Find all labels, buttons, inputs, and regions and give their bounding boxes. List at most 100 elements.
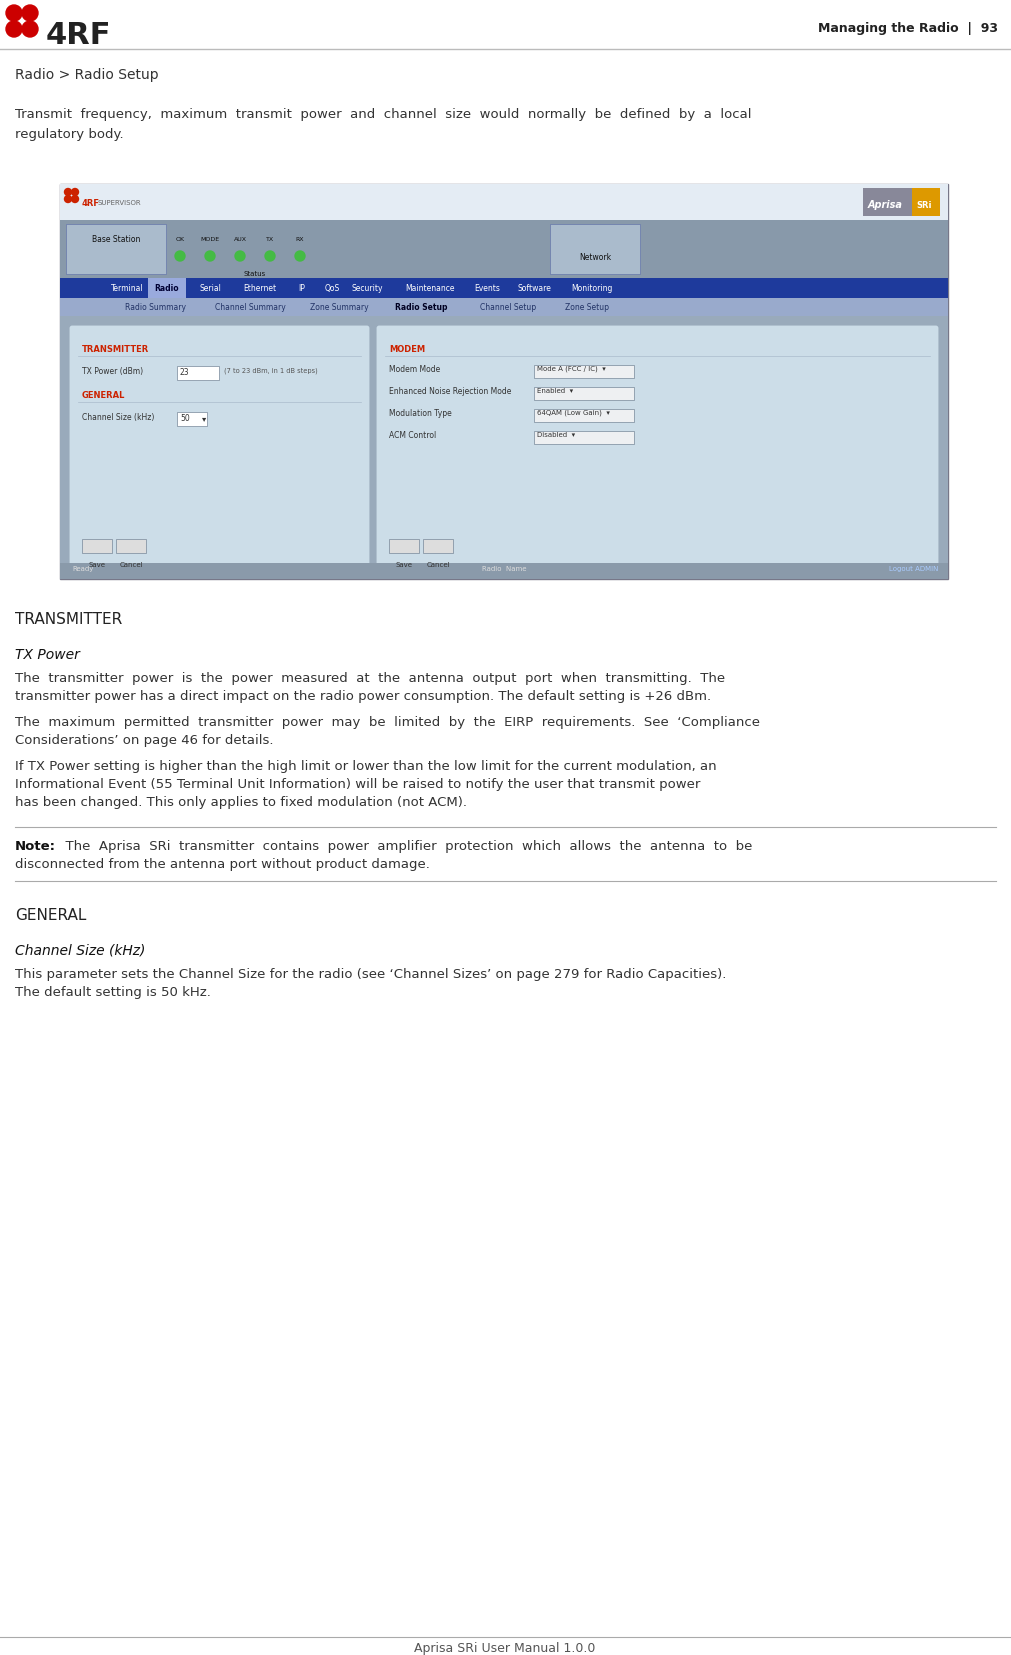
FancyBboxPatch shape: [69, 326, 370, 574]
Text: disconnected from the antenna port without product damage.: disconnected from the antenna port witho…: [15, 857, 430, 871]
Bar: [534, 366, 634, 379]
Bar: [863, 189, 938, 217]
Bar: [60, 564, 948, 579]
Bar: [177, 367, 219, 381]
Circle shape: [295, 252, 305, 261]
Text: Aprisa: Aprisa: [868, 200, 903, 210]
Text: Considerations’ on page 46 for details.: Considerations’ on page 46 for details.: [15, 733, 274, 746]
Text: TX: TX: [266, 237, 274, 242]
Bar: [60, 300, 948, 316]
Text: Enhanced Noise Rejection Mode: Enhanced Noise Rejection Mode: [389, 387, 512, 396]
Text: Channel Setup: Channel Setup: [480, 303, 536, 311]
Text: 4RF: 4RF: [82, 199, 100, 207]
Text: Status: Status: [244, 271, 266, 276]
Circle shape: [6, 22, 22, 38]
Circle shape: [72, 197, 79, 204]
Text: 23: 23: [180, 367, 190, 377]
Text: Network: Network: [579, 253, 611, 261]
Text: Managing the Radio  |  93: Managing the Radio | 93: [818, 22, 998, 35]
Text: OK: OK: [176, 237, 185, 242]
Text: Modem Mode: Modem Mode: [389, 364, 440, 374]
Text: transmitter power has a direct impact on the radio power consumption. The defaul: transmitter power has a direct impact on…: [15, 690, 711, 703]
Text: Serial: Serial: [199, 283, 221, 293]
Text: Terminal: Terminal: [110, 283, 144, 293]
Text: MODE: MODE: [200, 237, 219, 242]
Text: Cancel: Cancel: [119, 561, 143, 568]
Text: IP: IP: [298, 283, 305, 293]
FancyBboxPatch shape: [376, 326, 939, 574]
Bar: [177, 412, 207, 427]
Text: Save: Save: [395, 561, 412, 568]
Bar: [60, 185, 948, 220]
Text: Mode A (FCC / IC)  ▾: Mode A (FCC / IC) ▾: [537, 366, 606, 372]
FancyBboxPatch shape: [66, 225, 166, 275]
Circle shape: [6, 7, 22, 22]
Circle shape: [265, 252, 275, 261]
Circle shape: [175, 252, 185, 261]
Bar: [534, 387, 634, 401]
Bar: [82, 540, 112, 554]
Text: Software: Software: [517, 283, 551, 293]
Text: SUPERVISOR: SUPERVISOR: [98, 200, 142, 205]
Text: TX Power: TX Power: [15, 647, 80, 662]
Circle shape: [235, 252, 245, 261]
Text: TX Power (dBm): TX Power (dBm): [82, 367, 144, 376]
Bar: [534, 432, 634, 445]
Text: MODEM: MODEM: [389, 344, 425, 354]
Text: Base Station: Base Station: [92, 235, 141, 243]
Text: Ethernet: Ethernet: [244, 283, 277, 293]
FancyBboxPatch shape: [550, 225, 640, 275]
Circle shape: [65, 189, 72, 197]
Circle shape: [205, 252, 215, 261]
Text: Monitoring: Monitoring: [571, 283, 613, 293]
Text: The  transmitter  power  is  the  power  measured  at  the  antenna  output  por: The transmitter power is the power measu…: [15, 672, 725, 685]
Text: ACM Control: ACM Control: [389, 430, 437, 440]
Text: TRANSMITTER: TRANSMITTER: [82, 344, 150, 354]
Text: has been changed. This only applies to fixed modulation (not ACM).: has been changed. This only applies to f…: [15, 796, 467, 809]
Text: Disabled  ▾: Disabled ▾: [537, 432, 575, 437]
Text: Enabled  ▾: Enabled ▾: [537, 387, 573, 394]
Text: Logout ADMIN: Logout ADMIN: [889, 566, 938, 571]
Text: This parameter sets the Channel Size for the radio (see ‘Channel Sizes’ on page : This parameter sets the Channel Size for…: [15, 968, 726, 980]
Text: RX: RX: [296, 237, 304, 242]
Text: 4RF: 4RF: [45, 20, 111, 50]
Bar: [60, 278, 948, 300]
Text: Radio  Name: Radio Name: [482, 566, 527, 571]
Circle shape: [72, 189, 79, 197]
Text: If TX Power setting is higher than the high limit or lower than the low limit fo: If TX Power setting is higher than the h…: [15, 760, 717, 773]
Text: The  Aprisa  SRi  transmitter  contains  power  amplifier  protection  which  al: The Aprisa SRi transmitter contains powe…: [57, 839, 752, 852]
Text: (7 to 23 dBm, in 1 dB steps): (7 to 23 dBm, in 1 dB steps): [224, 367, 317, 374]
Bar: [60, 185, 948, 579]
Text: Transmit  frequency,  maximum  transmit  power  and  channel  size  would  norma: Transmit frequency, maximum transmit pow…: [15, 108, 751, 121]
Text: GENERAL: GENERAL: [15, 907, 86, 922]
Bar: [116, 540, 146, 554]
Text: Zone Summary: Zone Summary: [310, 303, 369, 311]
Text: Channel Size (kHz): Channel Size (kHz): [82, 412, 155, 422]
Text: Aprisa SRi User Manual 1.0.0: Aprisa SRi User Manual 1.0.0: [415, 1642, 595, 1653]
Text: 64QAM (Low Gain)  ▾: 64QAM (Low Gain) ▾: [537, 410, 610, 417]
Text: 50: 50: [180, 414, 190, 422]
Text: Radio Summary: Radio Summary: [125, 303, 186, 311]
Text: Events: Events: [474, 283, 499, 293]
Text: The  maximum  permitted  transmitter  power  may  be  limited  by  the  EIRP  re: The maximum permitted transmitter power …: [15, 715, 760, 728]
Bar: [60, 220, 948, 278]
Bar: [389, 540, 419, 554]
Text: Radio Setup: Radio Setup: [395, 303, 448, 311]
Bar: [534, 410, 634, 422]
Circle shape: [22, 7, 38, 22]
Circle shape: [65, 197, 72, 204]
Text: ▾: ▾: [202, 414, 206, 422]
Text: Radio > Radio Setup: Radio > Radio Setup: [15, 68, 159, 83]
Bar: [423, 540, 453, 554]
Text: Channel Summary: Channel Summary: [215, 303, 286, 311]
Text: Radio: Radio: [155, 283, 179, 293]
Text: Security: Security: [351, 283, 383, 293]
Text: Zone Setup: Zone Setup: [565, 303, 609, 311]
Text: regulatory body.: regulatory body.: [15, 127, 123, 141]
Text: TRANSMITTER: TRANSMITTER: [15, 612, 122, 627]
Text: Informational Event (55 Terminal Unit Information) will be raised to notify the : Informational Event (55 Terminal Unit In…: [15, 778, 701, 791]
Text: GENERAL: GENERAL: [82, 391, 125, 401]
Text: Save: Save: [89, 561, 105, 568]
Text: Note:: Note:: [15, 839, 56, 852]
Text: Maintenance: Maintenance: [405, 283, 455, 293]
